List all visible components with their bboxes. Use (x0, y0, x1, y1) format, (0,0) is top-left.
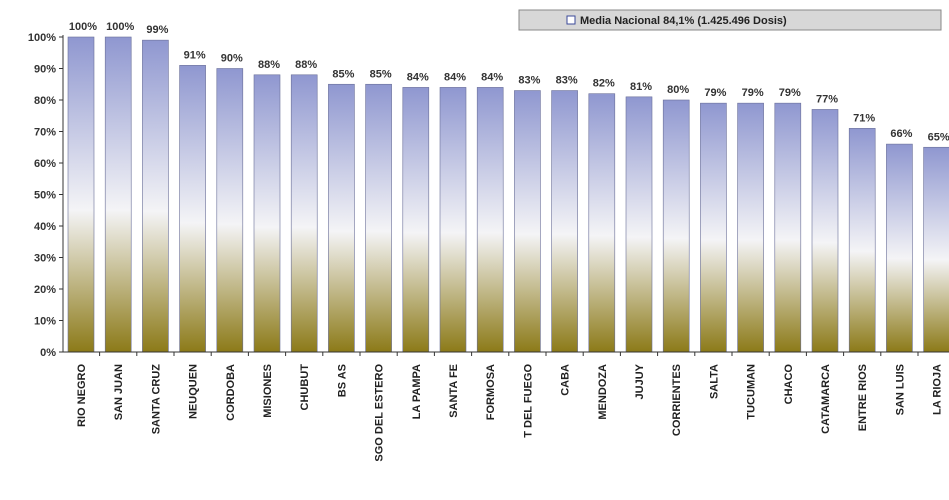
bar (662, 99, 690, 353)
bar (365, 83, 392, 353)
data-label: 71% (853, 112, 875, 124)
x-category-label: CABA (560, 364, 572, 396)
data-label: 84% (444, 71, 466, 83)
x-category-label: SGO DEL ESTERO (374, 364, 386, 462)
x-category-label: ENTRE RIOS (857, 364, 869, 431)
data-label: 83% (518, 75, 540, 87)
bar (179, 65, 206, 353)
bar (104, 36, 132, 353)
bar (588, 93, 616, 353)
bar (328, 83, 355, 353)
bar (439, 87, 467, 353)
data-label: 66% (890, 128, 912, 140)
bar (625, 96, 653, 353)
bar (737, 102, 764, 353)
data-label: 88% (258, 59, 280, 71)
bar (67, 36, 95, 353)
y-tick-label: 60% (34, 158, 56, 170)
x-category-label: SAN LUIS (894, 364, 906, 415)
x-category-label: TUCUMAN (746, 364, 758, 420)
x-axis: RIO NEGRO SAN JUAN SANTA CRUZ NEUQUEN CORDOB… (63, 351, 949, 462)
bar (476, 87, 504, 353)
y-tick-label: 80% (34, 95, 56, 107)
data-label: 100% (106, 21, 134, 33)
data-label: 77% (816, 93, 838, 105)
bars (67, 36, 949, 353)
x-category-label: SANTA FE (448, 364, 460, 418)
x-category-label: RIO NEGRO (76, 364, 88, 427)
legend: Media Nacional 84,1% (1.425.496 Dosis) (518, 9, 942, 31)
data-label: 79% (779, 87, 801, 99)
x-category-label: SAN JUAN (113, 364, 125, 420)
y-tick-label: 30% (34, 253, 56, 265)
bar (886, 143, 913, 353)
bar (700, 102, 727, 353)
bar (811, 109, 839, 353)
bar (923, 146, 949, 353)
data-label: 82% (593, 78, 615, 90)
legend-swatch (566, 15, 576, 25)
data-label: 99% (146, 24, 168, 36)
data-label: 83% (556, 75, 578, 87)
x-category-label: MISIONES (262, 364, 274, 418)
y-tick-label: 70% (34, 127, 56, 139)
x-category-label: MENDOZA (597, 364, 609, 420)
y-tick-label: 20% (34, 284, 56, 296)
x-category-label: LA PAMPA (411, 364, 423, 419)
data-label: 81% (630, 81, 652, 93)
x-category-label: T DEL FUEGO (522, 364, 534, 438)
x-category-label: CHACO (783, 364, 795, 405)
x-category-label: JUJUY (634, 363, 646, 399)
data-label: 79% (704, 87, 726, 99)
data-label: 79% (742, 87, 764, 99)
bar (142, 39, 169, 353)
data-label: 88% (295, 59, 317, 71)
bar (402, 87, 430, 353)
data-label: 84% (407, 71, 429, 83)
data-label: 85% (370, 68, 392, 80)
data-label: 65% (928, 131, 949, 143)
legend-box (518, 9, 942, 31)
x-category-label: SALTA (708, 364, 720, 399)
bar (290, 74, 318, 353)
bar (514, 90, 541, 353)
x-category-label: CORDOBA (225, 364, 237, 421)
data-label: 80% (667, 84, 689, 96)
x-category-label: LA RIOJA (932, 364, 944, 415)
bar (253, 74, 281, 353)
y-tick-label: 100% (28, 32, 56, 44)
y-tick-label: 10% (34, 316, 56, 328)
y-axis: 0% 10% 20% 30% 40% 50% 60% 70% 80% 90% 100% (28, 32, 64, 359)
data-label: 85% (332, 68, 354, 80)
data-labels: 100% 100% 99% 91% 90% 88% 88% 85% 85% 84% 84% 84% 83… (69, 21, 949, 143)
bar (848, 128, 876, 353)
bar (216, 68, 244, 353)
data-label: 84% (481, 71, 503, 83)
x-category-label: SANTA CRUZ (150, 364, 162, 435)
bar (551, 90, 578, 353)
x-category-label: CATAMARCA (820, 364, 832, 434)
x-category-label: FORMOSA (485, 364, 497, 420)
x-category-label: BS AS (336, 364, 348, 397)
data-label: 100% (69, 21, 97, 33)
x-category-label: CORRIENTES (671, 364, 683, 436)
y-tick-label: 50% (34, 190, 56, 202)
data-label: 91% (184, 49, 206, 61)
x-category-label: NEUQUEN (188, 364, 200, 419)
y-tick-label: 0% (40, 347, 56, 359)
y-tick-label: 40% (34, 221, 56, 233)
bar (774, 102, 802, 353)
legend-text: Media Nacional 84,1% (1.425.496 Dosis) (580, 15, 787, 27)
x-category-label: CHUBUT (299, 364, 311, 411)
data-label: 90% (221, 53, 243, 65)
y-tick-label: 90% (34, 64, 56, 76)
